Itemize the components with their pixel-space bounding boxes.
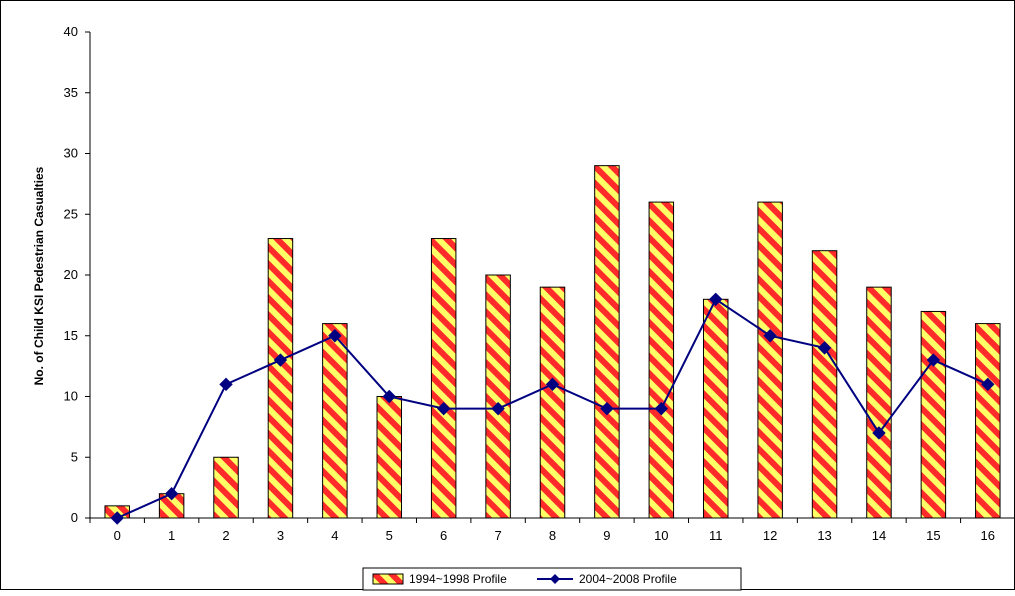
y-tick-label: 25 xyxy=(64,206,78,221)
line-point xyxy=(926,353,941,367)
x-tick-label: 1 xyxy=(168,528,175,543)
legend-bar-swatch xyxy=(372,573,404,585)
x-tick-label: 5 xyxy=(386,528,393,543)
x-tick-label: 6 xyxy=(440,528,447,543)
line-point xyxy=(436,401,451,416)
x-tick-label: 13 xyxy=(817,528,831,543)
legend: 1994~1998 Profile 2004~2008 Profile xyxy=(362,567,742,591)
x-tick-label: 2 xyxy=(222,528,229,543)
bar xyxy=(485,274,511,519)
line-point xyxy=(981,377,995,392)
legend-marker xyxy=(550,574,560,584)
line-point xyxy=(110,511,124,525)
bar xyxy=(811,250,838,519)
x-tick-label: 7 xyxy=(494,528,501,543)
line-series xyxy=(110,292,995,525)
line-point xyxy=(491,401,505,416)
y-tick-label: 35 xyxy=(64,85,78,100)
x-tick-label: 12 xyxy=(763,528,777,543)
line-point xyxy=(872,426,886,440)
line-point xyxy=(817,341,832,355)
line-point xyxy=(164,486,179,501)
x-tick-label: 11 xyxy=(709,528,723,543)
bar xyxy=(213,456,239,519)
line-point xyxy=(600,401,614,416)
bar xyxy=(376,396,403,519)
bar xyxy=(267,238,294,519)
legend-label: 2004~2008 Profile xyxy=(579,572,677,586)
bar xyxy=(430,238,457,519)
y-axis: 0 5 10 15 20 25 30 35 40 xyxy=(64,24,91,525)
line-point xyxy=(654,401,669,416)
line-point xyxy=(219,377,233,392)
bar xyxy=(594,165,620,519)
y-tick-label: 0 xyxy=(71,510,78,525)
line-point xyxy=(382,389,396,404)
line-point xyxy=(273,353,288,367)
x-tick-label: 8 xyxy=(549,528,556,543)
y-tick-label: 10 xyxy=(64,389,78,404)
line-point xyxy=(709,292,723,307)
bar xyxy=(539,286,566,519)
y-tick-label: 30 xyxy=(64,146,78,161)
x-tick-label: 16 xyxy=(981,528,995,543)
y-tick-label: 40 xyxy=(64,24,78,39)
x-tick-label: 0 xyxy=(114,528,121,543)
y-tick-label: 5 xyxy=(71,449,78,464)
bar xyxy=(757,201,783,519)
x-tick-label: 10 xyxy=(654,528,668,543)
bar xyxy=(322,323,348,519)
legend-label: 1994~1998 Profile xyxy=(409,572,507,586)
line-point xyxy=(545,377,560,392)
y-axis-title: No. of Child KSI Pedestrian Casualties xyxy=(32,166,46,385)
bar xyxy=(648,201,675,519)
y-tick-label: 20 xyxy=(64,267,78,282)
bar xyxy=(975,323,1001,519)
x-tick-label: 3 xyxy=(277,528,284,543)
x-tick-label: 14 xyxy=(872,528,886,543)
x-tick-label: 4 xyxy=(331,528,338,543)
y-tick-label: 15 xyxy=(64,328,78,343)
line-point xyxy=(763,329,777,343)
line-point xyxy=(328,329,342,343)
bar xyxy=(866,286,892,519)
bar xyxy=(920,310,947,519)
x-tick-label: 9 xyxy=(603,528,610,543)
bar-series xyxy=(104,165,1001,519)
bar xyxy=(702,298,729,519)
x-tick-label: 15 xyxy=(926,528,940,543)
